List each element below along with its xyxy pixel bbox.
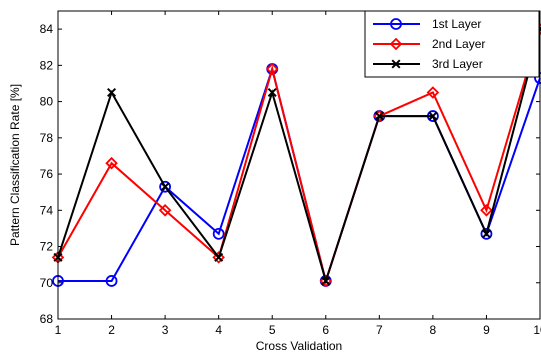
legend: 1st Layer 2nd Layer 3rd Layer xyxy=(364,10,540,78)
legend-item: 3rd Layer xyxy=(373,57,483,71)
y-tick-label: 78 xyxy=(40,131,54,145)
series-2 xyxy=(51,22,541,288)
data-point xyxy=(212,251,225,264)
y-tick-label: 70 xyxy=(40,276,54,290)
legend-item: 1st Layer xyxy=(373,17,481,31)
x-tick-label: 6 xyxy=(322,323,329,337)
data-point xyxy=(428,111,438,121)
data-point xyxy=(267,88,277,98)
y-tick-label: 80 xyxy=(40,95,54,109)
data-point xyxy=(481,229,491,239)
data-point xyxy=(159,180,172,193)
x-tick-label: 7 xyxy=(376,323,383,337)
legend-marker xyxy=(389,37,403,51)
data-point xyxy=(107,88,117,98)
series-line xyxy=(57,28,541,285)
legend-label: 3rd Layer xyxy=(432,57,483,71)
data-point xyxy=(426,86,440,99)
y-axis-label: Pattern Classification Rate [%] xyxy=(8,84,22,246)
x-tick-label: 8 xyxy=(430,323,437,337)
data-point xyxy=(160,182,170,192)
data-point xyxy=(105,156,118,170)
plot-frame xyxy=(57,10,541,320)
x-axis-label: Cross Validation xyxy=(256,339,342,353)
ticks-layer: 12345678910687072747678808284 xyxy=(40,11,541,337)
x-tick-label: 2 xyxy=(108,323,115,337)
y-tick-label: 72 xyxy=(40,240,54,254)
legend-marker xyxy=(390,18,402,30)
x-tick-label: 3 xyxy=(162,323,169,337)
y-tick-label: 84 xyxy=(40,22,54,36)
legend-label: 2nd Layer xyxy=(432,37,485,51)
legend-label: 1st Layer xyxy=(432,17,481,31)
y-tick-label: 82 xyxy=(40,58,54,72)
x-tick-label: 1 xyxy=(55,323,62,337)
data-point xyxy=(212,227,225,240)
data-point xyxy=(105,275,118,287)
data-point xyxy=(214,252,224,262)
data-point xyxy=(374,111,384,121)
data-point xyxy=(158,204,172,217)
x-tick-label: 10 xyxy=(533,323,541,337)
legend-item: 2nd Layer xyxy=(373,37,485,51)
x-tick-label: 4 xyxy=(215,323,222,337)
series-line xyxy=(57,28,541,285)
data-point xyxy=(373,109,386,123)
data-point xyxy=(480,204,493,217)
y-tick-label: 76 xyxy=(40,167,54,181)
data-point xyxy=(319,274,333,288)
data-point xyxy=(480,227,493,240)
data-point xyxy=(321,276,331,286)
x-tick-label: 9 xyxy=(483,323,490,337)
legend-marker xyxy=(391,59,401,69)
y-tick-label: 74 xyxy=(40,203,54,217)
x-tick-label: 5 xyxy=(269,323,276,337)
y-tick-label: 68 xyxy=(40,312,54,326)
data-point xyxy=(265,62,279,76)
